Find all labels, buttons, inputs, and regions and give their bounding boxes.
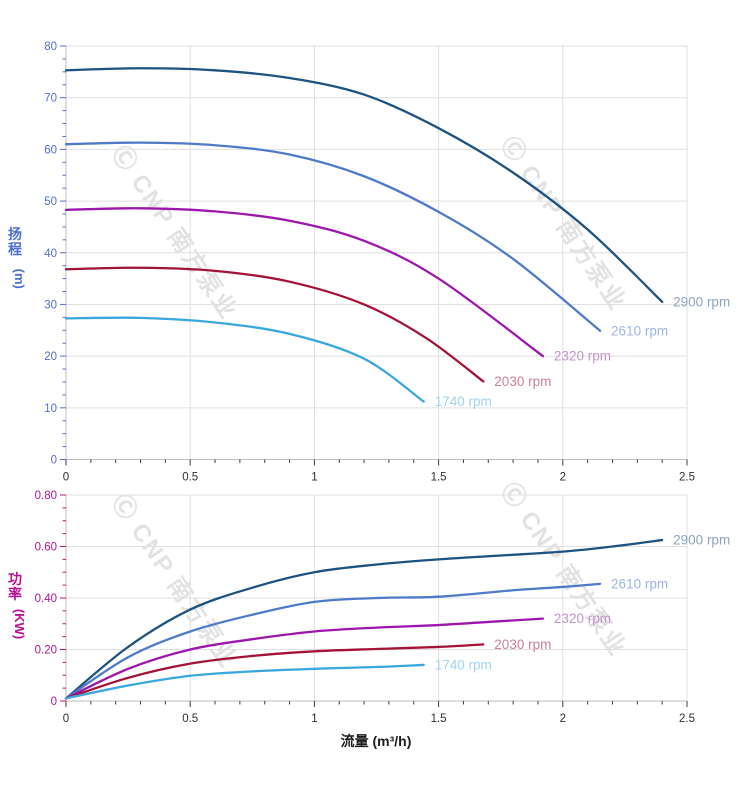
power-chart-curve-label-2320-rpm: 2320 rpm [554,611,611,626]
svg-text:(KW): (KW) [12,609,27,639]
head-chart-x-tick-label: 1 [311,472,317,484]
power-chart-curve-1740-rpm [64,663,425,700]
power-chart-curve-label-2610-rpm: 2610 rpm [611,576,668,591]
head-chart-curve-label-2610-rpm: 2610 rpm [611,323,668,338]
power-chart-watermark-1: Ⓒ CNP 南方泵业 [106,489,243,673]
power-chart-curve-2610-rpm [64,582,602,700]
power-chart-y-ticks [60,494,66,702]
head-chart-y-tick-label: 0 [51,455,57,467]
head-chart-x-tick-label: 2 [560,472,566,484]
head-chart-curve-label-2900-rpm: 2900 rpm [673,294,730,309]
head-chart-x-tick-label: 0.5 [182,472,198,484]
head-chart-y-tick-label: 80 [44,41,57,53]
power-chart: Ⓒ CNP 南方泵业 Ⓒ CNP 南方泵业 0 0.5 1 1.5 2 2.5 0 0.20 0.4… [8,477,730,725]
head-chart-curve-2900-rpm [64,67,664,303]
power-chart-curve-2900-rpm [64,538,664,700]
head-chart-curve-1740-rpm [64,316,425,403]
head-chart-y-tick-label: 30 [44,299,57,311]
head-chart-watermark-2: Ⓒ CNP 南方泵业 [495,131,632,315]
x-axis-title: 流量 (m³/h) [340,733,412,749]
power-chart-curve-2320-rpm [64,617,545,700]
head-chart-y-axis-title: 扬程 (m) [8,226,27,289]
head-chart-y-ticks [60,45,66,460]
head-chart-x-tick-label: 2.5 [679,472,695,484]
head-chart-x-tick-label: 0 [63,472,69,484]
svg-text:功: 功 [8,571,22,587]
head-chart-curve-label-1740-rpm: 1740 rpm [435,394,492,409]
power-chart-curve-2030-rpm [64,643,485,700]
power-chart-x-tick-label: 0.5 [182,713,198,725]
power-chart-x-tick-label: 0 [63,713,69,725]
power-chart-x-tick-label: 2 [560,713,566,725]
power-chart-curve-label-1740-rpm: 1740 rpm [435,657,492,672]
head-chart-watermark-1: Ⓒ CNP 南方泵业 [106,140,243,324]
svg-text:扬: 扬 [8,226,22,242]
head-chart-y-tick-label: 60 [44,144,57,156]
power-chart-y-tick-label: 0.40 [35,593,57,605]
head-chart-y-tick-label: 10 [44,403,57,415]
head-chart-y-tick-label: 70 [44,93,57,105]
power-chart-y-axis-title: 功率 (KW) [8,571,27,639]
head-chart-curve-2320-rpm [64,207,545,358]
power-chart-y-tick-label: 0.20 [35,645,57,657]
power-chart-x-tick-label: 1.5 [431,713,447,725]
power-chart-y-tick-label: 0.60 [35,542,57,554]
head-chart-curve-2030-rpm [64,266,485,383]
svg-text:率: 率 [8,586,22,602]
head-chart-y-tick-label: 50 [44,196,57,208]
svg-text:(m): (m) [12,269,27,289]
head-chart-x-tick-label: 1.5 [431,472,447,484]
head-chart-y-tick-label: 20 [44,351,57,363]
head-chart-gridlines [66,46,687,460]
head-chart-curve-2610-rpm [64,141,602,332]
svg-text:程: 程 [8,241,22,257]
power-chart-x-tick-label: 2.5 [679,713,695,725]
power-chart-y-tick-label: 0 [51,696,57,708]
power-chart-y-tick-label: 0.80 [35,490,57,502]
head-chart: Ⓒ CNP 南方泵业 Ⓒ CNP 南方泵业 0 0.5 1 1.5 2 2.5 0 10 20 30 4… [8,41,730,484]
power-chart-curve-label-2030-rpm: 2030 rpm [494,637,551,652]
power-chart-curve-label-2900-rpm: 2900 rpm [673,533,730,548]
power-chart-watermark-2: Ⓒ CNP 南方泵业 [495,477,632,661]
head-chart-y-tick-label: 40 [44,248,57,260]
power-chart-x-ticks [65,701,688,707]
head-chart-curve-label-2320-rpm: 2320 rpm [554,349,611,364]
power-chart-x-tick-label: 1 [311,713,317,725]
head-chart-curve-label-2030-rpm: 2030 rpm [494,374,551,389]
head-chart-x-ticks [65,459,688,466]
